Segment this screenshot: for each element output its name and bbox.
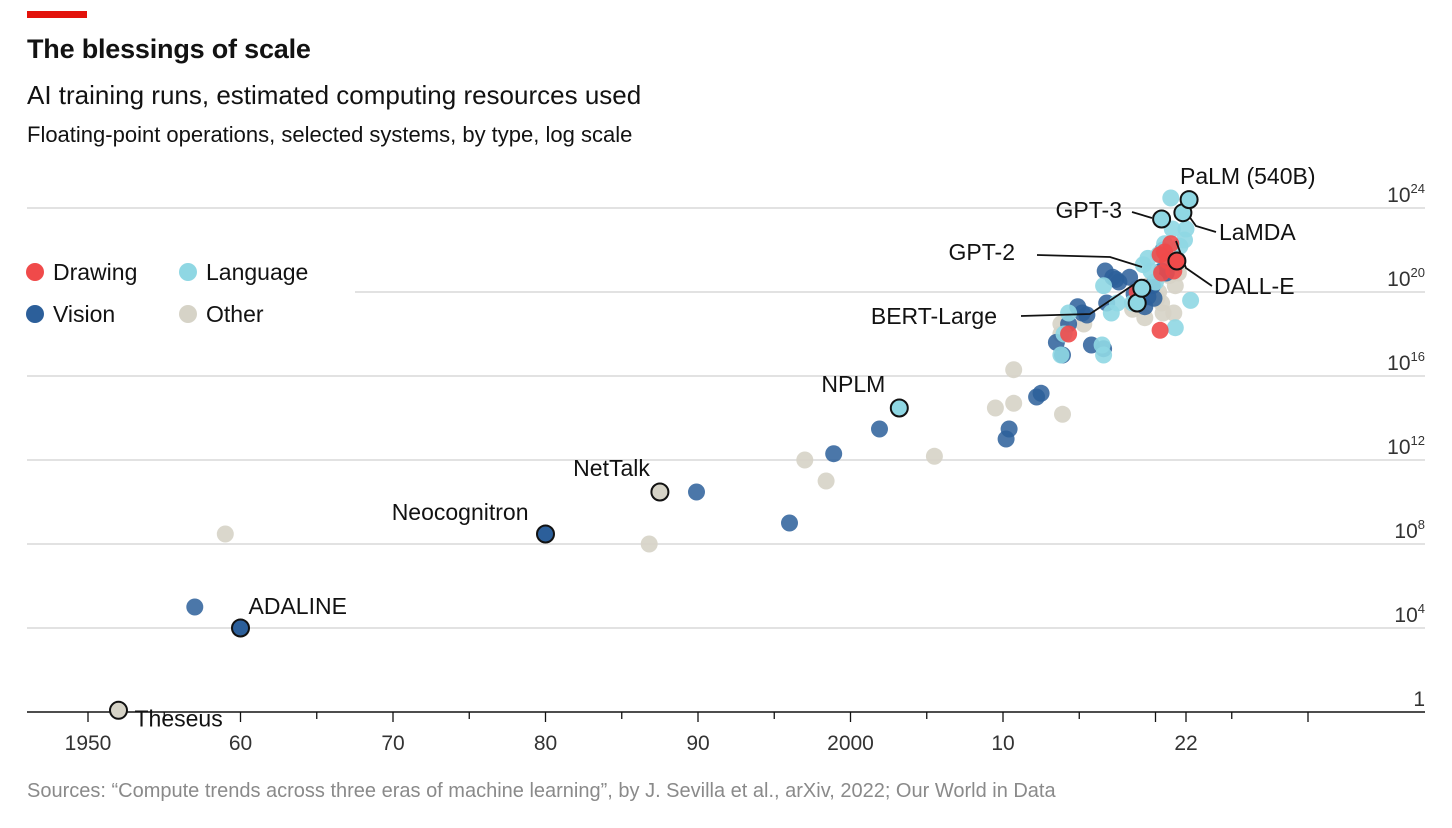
annotation-leader-gpt-3 xyxy=(1131,211,1153,219)
legend-swatch-language xyxy=(179,263,197,281)
x-tick-label: 80 xyxy=(534,732,557,755)
point-vision xyxy=(1121,268,1139,286)
x-tick-label: 60 xyxy=(229,732,252,755)
point-language xyxy=(1177,220,1195,238)
x-axis: 1950 60 70 80 90 2000 10 22 xyxy=(27,711,1425,755)
legend: Drawing Language Vision Other xyxy=(26,259,308,327)
point-vision xyxy=(871,420,888,438)
annotation-label-nettalk: NetTalk xyxy=(573,455,650,481)
point-language xyxy=(1052,346,1070,364)
annotation-label-lamda: LaMDA xyxy=(1219,219,1296,245)
data-points xyxy=(186,189,1200,616)
point-language xyxy=(1095,346,1113,364)
annotated-point-palm-540b xyxy=(1179,190,1199,210)
point-vision xyxy=(1000,420,1018,438)
y-tick-label: 104 xyxy=(1394,601,1425,627)
point-other xyxy=(1005,394,1023,412)
annotation-label-bert-large: BERT-Large xyxy=(871,303,997,329)
annotated-point-gpt-2 xyxy=(1132,278,1152,298)
x-tick-label: 1950 xyxy=(65,732,112,755)
point-other xyxy=(640,535,658,553)
annotation-label-adaline: ADALINE xyxy=(249,593,347,619)
legend-swatch-drawing xyxy=(26,263,44,281)
annotation-leader-dall-e xyxy=(1175,240,1213,287)
annotation-leader-bert-large xyxy=(1020,282,1137,317)
point-vision xyxy=(1078,306,1096,324)
point-other xyxy=(925,447,943,465)
brand-accent-bar xyxy=(27,11,87,18)
point-vision xyxy=(781,514,798,532)
y-axis-tick-labels: 1024 1020 1016 1012 108 104 1 xyxy=(1387,181,1425,711)
annotation-leader-gpt-2 xyxy=(1036,254,1143,268)
y-tick-label: 1016 xyxy=(1387,349,1425,375)
chart-title: The blessings of scale xyxy=(27,34,311,64)
y-tick-label: 1012 xyxy=(1387,433,1425,459)
legend-swatch-vision xyxy=(26,305,44,323)
point-vision xyxy=(688,483,705,501)
legend-label-drawing: Drawing xyxy=(53,259,137,285)
annotated-point-neocognitron xyxy=(536,524,555,544)
x-tick-label: 90 xyxy=(686,732,709,755)
point-language xyxy=(1095,277,1113,295)
annotation-label-neocognitron: Neocognitron xyxy=(392,499,529,525)
source-note: Sources: “Compute trends across three er… xyxy=(27,780,1056,802)
point-other xyxy=(796,451,814,469)
legend-label-language: Language xyxy=(206,259,308,285)
annotated-point-theseus xyxy=(109,700,128,720)
y-tick-label: 108 xyxy=(1394,517,1425,543)
y-tick-label: 1024 xyxy=(1387,181,1425,207)
annotation-label-gpt-3: GPT-3 xyxy=(1056,197,1122,223)
point-other xyxy=(1005,361,1023,379)
annotations: Theseus ADALINE Neocognitron NetTalk NPLM BER… xyxy=(109,163,1316,731)
annotation-label-palm-540b: PaLM (540B) xyxy=(1180,163,1316,189)
point-vision xyxy=(1032,384,1050,402)
point-language xyxy=(1102,304,1120,322)
chart-subtitle: AI training runs, estimated computing re… xyxy=(27,80,642,110)
point-other xyxy=(986,399,1004,417)
point-drawing xyxy=(1151,321,1169,339)
legend-label-other: Other xyxy=(206,301,264,327)
chart-description: Floating-point operations, selected syst… xyxy=(27,122,633,147)
point-drawing xyxy=(1162,235,1180,253)
annotated-point-adaline xyxy=(231,618,250,638)
point-other xyxy=(216,525,234,543)
point-language xyxy=(1060,304,1078,322)
point-other xyxy=(817,472,835,490)
point-other xyxy=(1054,405,1071,423)
annotated-point-gpt-3 xyxy=(1152,209,1172,229)
point-language xyxy=(1166,319,1184,337)
x-tick-label: 22 xyxy=(1174,732,1197,755)
annotation-label-gpt-2: GPT-2 xyxy=(949,239,1015,265)
point-vision xyxy=(186,598,204,616)
annotation-label-nplm: NPLM xyxy=(821,371,885,397)
point-other xyxy=(1166,277,1184,295)
y-tick-label: 1020 xyxy=(1387,265,1425,291)
point-drawing xyxy=(1060,325,1078,343)
annotation-label-theseus: Theseus xyxy=(135,705,223,731)
point-vision xyxy=(825,445,843,463)
annotation-label-dall-e: DALL-E xyxy=(1214,273,1295,299)
x-tick-label: 2000 xyxy=(827,732,874,755)
point-language xyxy=(1182,291,1200,309)
annotated-point-nettalk xyxy=(650,482,670,502)
point-other xyxy=(1165,304,1183,322)
legend-swatch-other xyxy=(179,305,197,323)
x-tick-label: 10 xyxy=(991,732,1014,755)
point-vision xyxy=(1145,289,1163,307)
y-tick-label: 1 xyxy=(1413,688,1425,711)
point-language xyxy=(1162,189,1180,207)
legend-label-vision: Vision xyxy=(53,301,115,327)
annotated-point-nplm xyxy=(889,398,909,418)
x-tick-label: 70 xyxy=(381,732,404,755)
annotated-point-dall-e xyxy=(1167,251,1187,271)
